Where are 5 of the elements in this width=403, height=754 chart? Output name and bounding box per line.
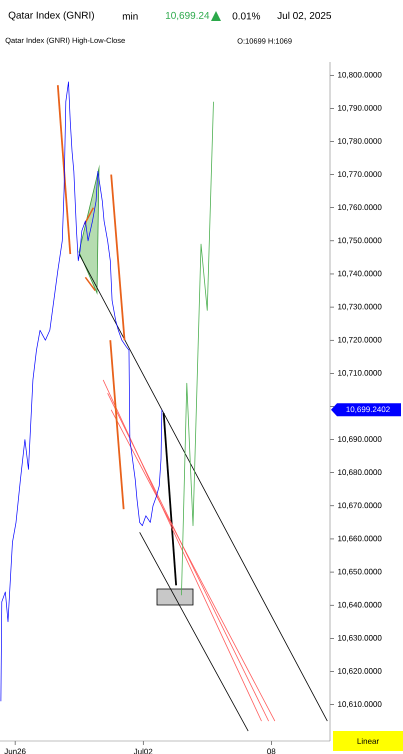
chart-title: Qatar Index (GNRI)	[8, 11, 94, 21]
text: min	[122, 12, 138, 20]
text: Jul 02, 2025	[277, 12, 332, 20]
text: 0.01%	[232, 12, 260, 20]
text: 10,699.24	[166, 12, 210, 20]
